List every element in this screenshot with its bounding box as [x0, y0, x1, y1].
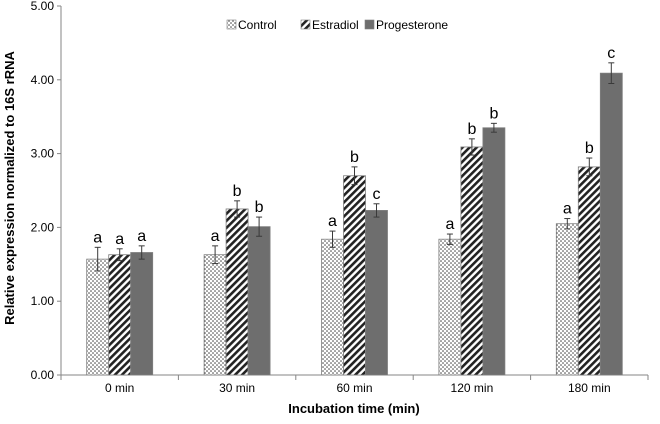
y-tick-label: 2.00 — [31, 220, 55, 234]
legend-label-control: Control — [238, 18, 277, 32]
y-tick-label: 3.00 — [31, 147, 55, 161]
y-axis-title: Relative expression normalized to 16S rR… — [2, 50, 17, 324]
x-tick-label: 60 min — [336, 381, 372, 395]
bar-progesterone-0 — [130, 252, 154, 376]
significance-letter: a — [211, 228, 220, 245]
significance-letter: c — [373, 186, 381, 203]
legend-swatch-control — [226, 19, 237, 30]
significance-letter: a — [115, 231, 124, 248]
significance-letter: a — [137, 228, 146, 245]
bar-progesterone-1 — [247, 226, 271, 376]
bar-control-4 — [555, 223, 579, 376]
legend-label-estradiol: Estradiol — [312, 18, 359, 32]
legend-swatch-estradiol — [300, 19, 311, 30]
significance-letter: b — [489, 105, 498, 122]
significance-letter: c — [607, 45, 615, 62]
bar-estradiol-1 — [225, 208, 249, 376]
x-tick-label: 30 min — [219, 381, 255, 395]
x-axis-title: Incubation time (min) — [288, 401, 419, 416]
x-tick-label: 120 min — [451, 381, 494, 395]
significance-letter: a — [328, 213, 337, 230]
bar-control-3 — [438, 238, 462, 376]
significance-letter: b — [585, 140, 594, 157]
significance-letter: a — [563, 201, 572, 218]
significance-letter: b — [467, 121, 476, 138]
bar-progesterone-2 — [365, 210, 388, 376]
axes: 0.00 1.00 2.00 3.00 4.00 5.00 0 min 30 min 60 mi… — [31, 0, 649, 395]
bar-estradiol-3 — [460, 146, 484, 376]
x-tick-label: 0 min — [105, 381, 134, 395]
bar-estradiol-4 — [577, 166, 601, 376]
bar-progesterone-3 — [482, 127, 506, 376]
bar-estradiol-0 — [108, 254, 132, 376]
significance-letter: a — [445, 216, 454, 233]
bar-control-2 — [321, 238, 344, 376]
significance-letter: b — [233, 183, 242, 200]
y-tick-label: 0.00 — [31, 368, 55, 382]
significance-letter: b — [350, 149, 359, 166]
bar-progesterone-4 — [599, 72, 623, 376]
significance-letter: a — [93, 229, 102, 246]
y-tick-label: 4.00 — [31, 73, 55, 87]
y-tick-label: 5.00 — [31, 0, 55, 13]
bar-control-1 — [203, 254, 227, 376]
bar-estradiol-2 — [343, 175, 366, 376]
bars — [86, 62, 623, 376]
legend: Control Estradiol Progesterone — [226, 18, 448, 32]
legend-swatch-progesterone — [364, 19, 375, 30]
bar-control-0 — [86, 258, 110, 376]
legend-label-progesterone: Progesterone — [376, 18, 448, 32]
significance-letter: b — [255, 199, 264, 216]
y-tick-label: 1.00 — [31, 294, 55, 308]
x-tick-label: 180 min — [568, 381, 611, 395]
